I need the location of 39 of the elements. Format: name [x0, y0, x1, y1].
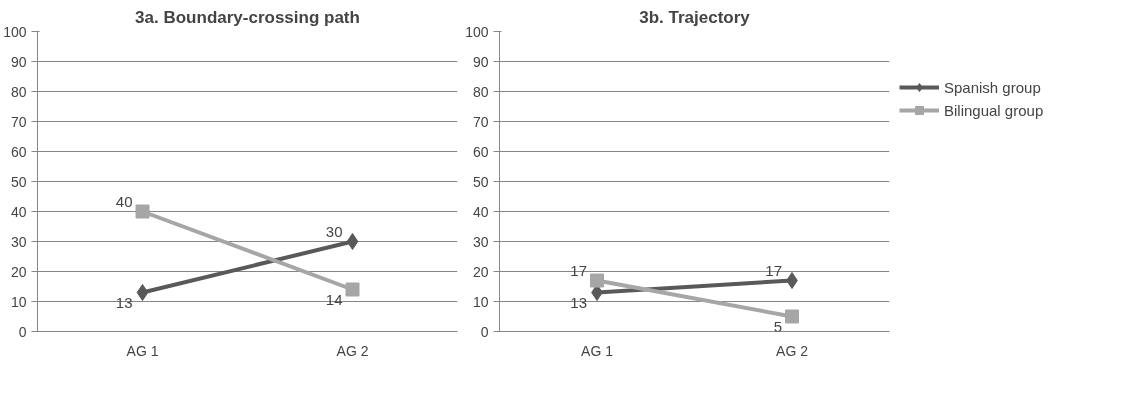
point	[136, 284, 149, 301]
y-tick-label: 20	[10, 263, 27, 280]
chart-title: 3a. Boundary-crossing path	[135, 7, 360, 27]
y-tick-label: 80	[10, 83, 27, 100]
y-tick-label: 60	[472, 143, 489, 160]
y-tick-label: 40	[472, 203, 489, 220]
point	[346, 233, 359, 250]
point	[345, 282, 360, 297]
x-tick-label: AG 2	[776, 342, 809, 359]
y-tick-label: 70	[472, 113, 489, 130]
x-tick-label: AG 2	[336, 342, 369, 359]
y-tick-label: 90	[472, 53, 489, 70]
x-tick-label: AG 1	[581, 342, 614, 359]
y-tick-label: 10	[10, 293, 27, 310]
y-tick-label: 100	[465, 23, 489, 40]
y-tick-label: 40	[10, 203, 27, 220]
y-tick-label: 0	[480, 323, 489, 340]
y-tick-label: 70	[10, 113, 27, 130]
y-tick-label: 30	[10, 233, 27, 250]
x-tick-label: AG 1	[126, 342, 159, 359]
y-tick-label: 60	[10, 143, 27, 160]
chart-title: 3b. Trajectory	[639, 7, 751, 27]
y-tick-label: 100	[3, 23, 27, 40]
point	[590, 273, 604, 288]
point	[135, 204, 150, 219]
data-label: 30	[325, 222, 343, 240]
y-tick-label: 50	[472, 173, 489, 190]
y-tick-label: 0	[18, 323, 27, 340]
data-label: 40	[115, 192, 133, 210]
y-tick-label: 80	[472, 83, 489, 100]
y-tick-label: 90	[10, 53, 27, 70]
legend-label: Bilingual group	[944, 101, 1044, 119]
point	[785, 309, 799, 324]
data-label: 5	[773, 317, 782, 335]
y-tick-label: 50	[10, 173, 27, 190]
y-tick-label: 30	[472, 233, 489, 250]
y-tick-label: 10	[472, 293, 489, 310]
legend-label: Spanish group	[944, 78, 1041, 96]
y-tick-label: 20	[472, 263, 489, 280]
